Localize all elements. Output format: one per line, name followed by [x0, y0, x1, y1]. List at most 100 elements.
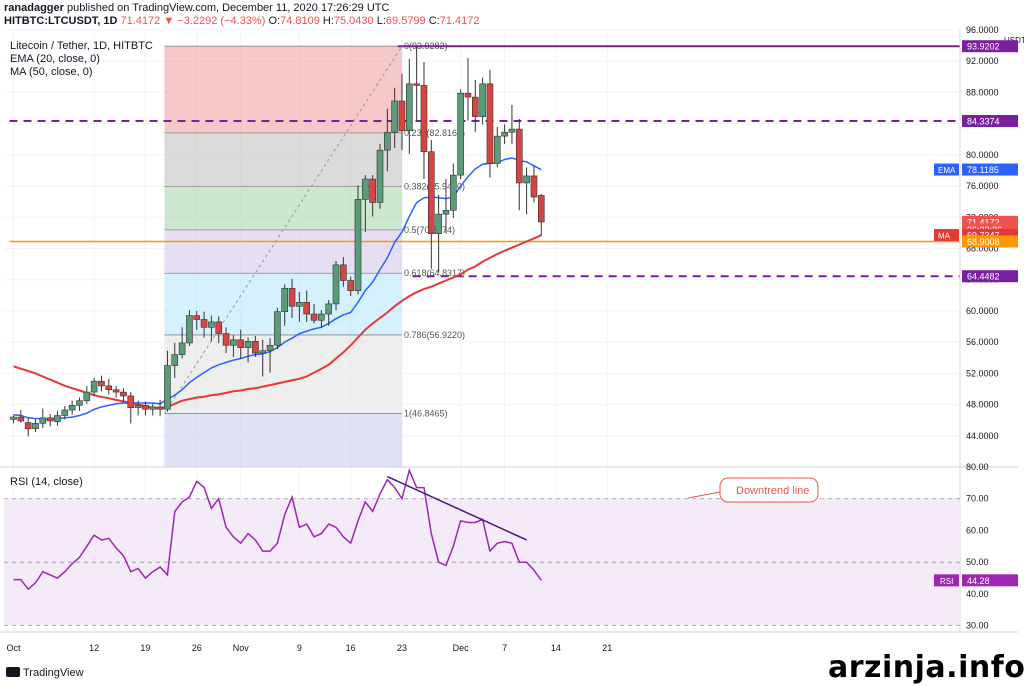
price-tick-label: 52.0000	[966, 368, 999, 378]
published-text: published on TradingView.com, December 1…	[66, 2, 390, 14]
candle	[384, 108, 391, 172]
candle-body	[376, 149, 384, 203]
low-label: L:	[376, 15, 386, 27]
candle	[340, 257, 347, 287]
candle-body	[325, 303, 332, 315]
series-tag-label: MA	[938, 231, 951, 240]
open-label: O:	[268, 15, 281, 27]
candle	[428, 140, 435, 269]
candle	[17, 410, 25, 423]
time-tick-label: Dec	[453, 643, 470, 653]
chart-header: ranadagger published on TradingView.com,…	[0, 0, 1024, 28]
candle-body	[98, 380, 105, 387]
candle-body	[222, 333, 230, 346]
time-tick-label: 23	[397, 643, 407, 653]
candle	[156, 399, 164, 417]
price-badge-label: 93.9202	[967, 42, 1000, 52]
candle-body	[193, 315, 201, 320]
candle	[515, 118, 523, 211]
candle	[457, 89, 464, 180]
ema-legend[interactable]: EMA (20, close, 0)	[10, 53, 100, 65]
candle	[508, 104, 516, 144]
candle	[142, 401, 149, 416]
candle-body	[244, 341, 252, 348]
candle-body	[486, 83, 494, 164]
candle	[493, 126, 501, 168]
candle	[127, 392, 135, 424]
candle	[10, 415, 17, 424]
rsi-line	[13, 467, 542, 591]
price-badge-label: 84.3374	[967, 117, 1000, 127]
rsi-tag	[934, 574, 959, 587]
candle	[406, 58, 413, 155]
watermark: arzinja.info	[828, 650, 1024, 685]
rsi-tick-label: 30.00	[966, 621, 989, 631]
candle-body	[537, 195, 545, 223]
candle-body	[398, 100, 406, 131]
ma-legend[interactable]: MA (50, close, 0)	[10, 66, 93, 78]
candle-body	[149, 406, 157, 410]
fib-zone	[164, 46, 402, 133]
price-badge	[962, 115, 1018, 128]
time-tick-label: 21	[602, 643, 612, 653]
candle-body	[428, 151, 435, 234]
low-value: 69.5799	[385, 15, 426, 27]
candle-body	[332, 264, 340, 305]
candle-body	[442, 209, 450, 215]
candle-body	[362, 178, 369, 200]
candle-body	[171, 354, 179, 366]
annotation-pointer	[687, 491, 721, 499]
candle	[237, 329, 245, 359]
candle	[46, 413, 54, 427]
candle-body	[46, 417, 54, 422]
publisher-name[interactable]: ranadagger	[4, 2, 64, 14]
close-value: 71.4172	[439, 15, 480, 27]
candle	[369, 175, 376, 217]
candle-body	[54, 415, 61, 423]
candle	[134, 400, 142, 416]
candle-body	[354, 199, 362, 291]
price-tick-label: 76.0000	[966, 181, 999, 191]
tradingview-logo[interactable]: TradingView	[6, 667, 84, 679]
candle-body	[142, 405, 149, 410]
price-tick-label: 96.0000	[966, 25, 999, 35]
candle-body	[464, 92, 472, 98]
price-tick-label: 68.0000	[966, 244, 999, 254]
price-tick-label: 48.0000	[966, 400, 999, 410]
candle-body	[230, 339, 237, 346]
candle-body	[127, 395, 135, 408]
time-tick-label: 12	[89, 643, 99, 653]
candle	[230, 335, 237, 357]
candle-body	[83, 391, 91, 401]
candle-body	[10, 416, 17, 420]
candle-body	[215, 321, 223, 334]
price-tick-label: 44.0000	[966, 431, 999, 441]
candle	[310, 303, 318, 324]
candle-body	[112, 389, 120, 393]
high-value: 75.0430	[333, 15, 374, 27]
candle	[98, 375, 105, 392]
price-badge	[962, 40, 1018, 53]
candle	[259, 339, 267, 377]
candle	[76, 397, 83, 411]
fib-level-label: 0.786(56.9220)	[404, 330, 465, 340]
candle-body	[369, 178, 376, 203]
fib-trend-line	[164, 45, 403, 414]
price-badge	[962, 163, 1018, 176]
fib-zone	[164, 334, 402, 414]
rsi-legend[interactable]: RSI (14, close)	[10, 476, 83, 488]
candle	[164, 350, 171, 412]
candle	[252, 335, 259, 357]
candle-body	[420, 85, 428, 153]
rsi-tick-label: 80.00	[966, 462, 989, 472]
candle	[120, 388, 127, 402]
candle	[413, 46, 420, 121]
candle-body	[493, 135, 501, 164]
candle-body	[24, 422, 32, 430]
candle	[266, 338, 274, 373]
candle	[274, 307, 281, 350]
candle	[530, 165, 538, 203]
candle	[398, 73, 406, 151]
candle	[325, 300, 332, 326]
candle	[464, 58, 472, 121]
